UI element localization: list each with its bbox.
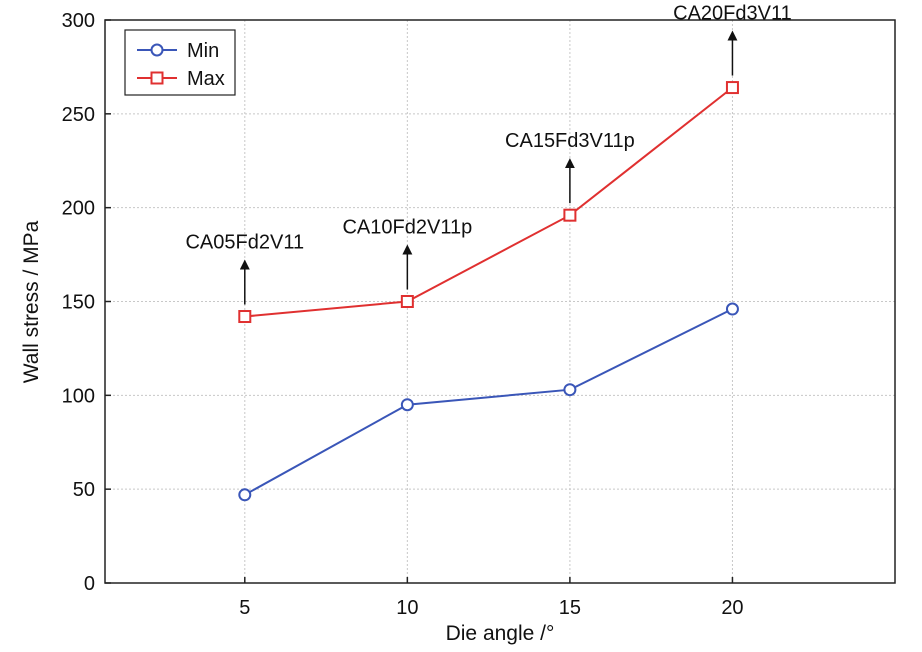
plot-frame	[104, 19, 896, 584]
y-tick-label: 100	[62, 385, 95, 407]
annotation-label: CA05Fd2V11	[185, 232, 304, 254]
data-point-min	[400, 398, 414, 412]
data-point-max	[563, 208, 577, 222]
y-tick-label: 250	[62, 104, 95, 126]
legend-marker-max	[150, 71, 164, 85]
legend-box	[124, 29, 236, 96]
data-point-max	[400, 295, 414, 308]
y-tick-label: 300	[62, 10, 95, 32]
legend-label-max: Max	[187, 68, 225, 90]
y-tick-label: 0	[84, 573, 95, 595]
y-tick-label: 150	[62, 292, 95, 314]
legend: Min Max	[124, 29, 236, 96]
ticks: 0 50 100 150 200 250 300 5 10 15 20	[62, 10, 744, 619]
annotation-label: CA15Fd3V11p	[505, 130, 635, 152]
legend-marker-min	[150, 43, 164, 57]
annotation-label: CA20Fd3V11	[673, 3, 792, 25]
annotation-label: CA10Fd2V11p	[342, 217, 472, 239]
data-point-max	[238, 310, 252, 324]
x-tick-label: 5	[239, 597, 250, 619]
x-tick-label: 15	[559, 597, 581, 619]
series-line-max	[244, 86, 734, 318]
x-axis-label: Die angle /°	[446, 622, 555, 645]
annotation-layer: CA05Fd2V11 CA10Fd2V11p CA15Fd3V11p CA20Fd3V…	[185, 3, 792, 305]
x-tick-label: 20	[721, 597, 743, 619]
series-line-min	[244, 308, 733, 496]
data-point-min	[238, 488, 252, 502]
series-layer	[238, 81, 739, 502]
data-point-max	[725, 81, 739, 95]
data-point-min	[725, 302, 739, 316]
data-point-min	[563, 383, 577, 397]
y-tick-label: 200	[62, 198, 95, 220]
y-tick-label: 50	[73, 479, 95, 501]
y-axis-label: Wall stress / MPa	[20, 220, 43, 383]
x-tick-label: 10	[396, 597, 418, 619]
legend-label-min: Min	[187, 40, 219, 62]
grid	[105, 20, 895, 583]
